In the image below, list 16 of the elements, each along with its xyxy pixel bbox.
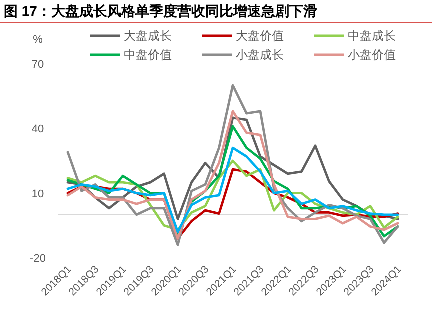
y-tick-label: -20 bbox=[30, 253, 46, 265]
y-tick-label: 40 bbox=[32, 124, 44, 136]
line-series bbox=[66, 146, 400, 234]
legend-label: 中盘成长 bbox=[348, 29, 396, 43]
legend-label: 中盘价值 bbox=[124, 48, 172, 62]
legend-label: 小盘价值 bbox=[348, 48, 396, 62]
line-series bbox=[66, 160, 400, 232]
y-axis-title: % bbox=[33, 34, 44, 46]
chart-title: 图 17：大盘成长风格单季度营收同比增速急剧下滑 bbox=[4, 3, 318, 19]
legend-label: 大盘价值 bbox=[236, 29, 284, 43]
line-series bbox=[66, 84, 400, 246]
legend-label: 小盘成长 bbox=[236, 48, 284, 62]
y-tick-label: 70 bbox=[32, 59, 44, 71]
y-tick-label: 10 bbox=[32, 188, 44, 200]
line-series bbox=[66, 116, 400, 220]
legend-label: 大盘成长 bbox=[124, 29, 172, 43]
